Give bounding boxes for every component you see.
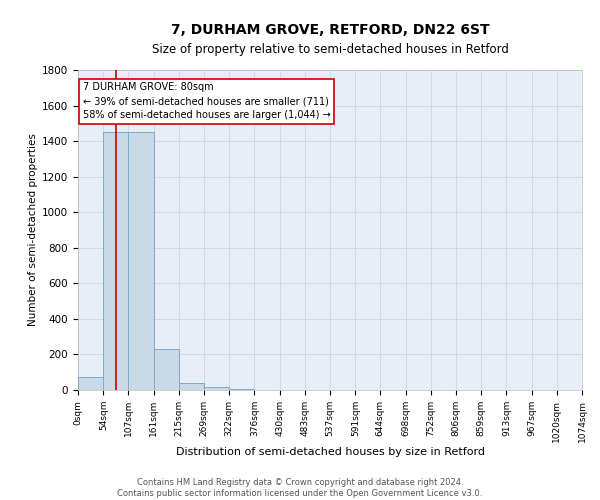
Bar	[154, 349, 179, 390]
X-axis label: Distribution of semi-detached houses by size in Retford: Distribution of semi-detached houses by …	[176, 448, 485, 458]
Y-axis label: Number of semi-detached properties: Number of semi-detached properties	[28, 134, 38, 326]
Bar	[78, 376, 103, 390]
Text: 7 DURHAM GROVE: 80sqm
← 39% of semi-detached houses are smaller (711)
58% of sem: 7 DURHAM GROVE: 80sqm ← 39% of semi-deta…	[83, 82, 331, 120]
Bar	[204, 388, 229, 390]
Text: Contains HM Land Registry data © Crown copyright and database right 2024.
Contai: Contains HM Land Registry data © Crown c…	[118, 478, 482, 498]
Text: Size of property relative to semi-detached houses in Retford: Size of property relative to semi-detach…	[152, 42, 508, 56]
Bar	[103, 132, 128, 390]
Text: 7, DURHAM GROVE, RETFORD, DN22 6ST: 7, DURHAM GROVE, RETFORD, DN22 6ST	[170, 22, 490, 36]
Bar	[128, 132, 154, 390]
Bar	[179, 383, 204, 390]
